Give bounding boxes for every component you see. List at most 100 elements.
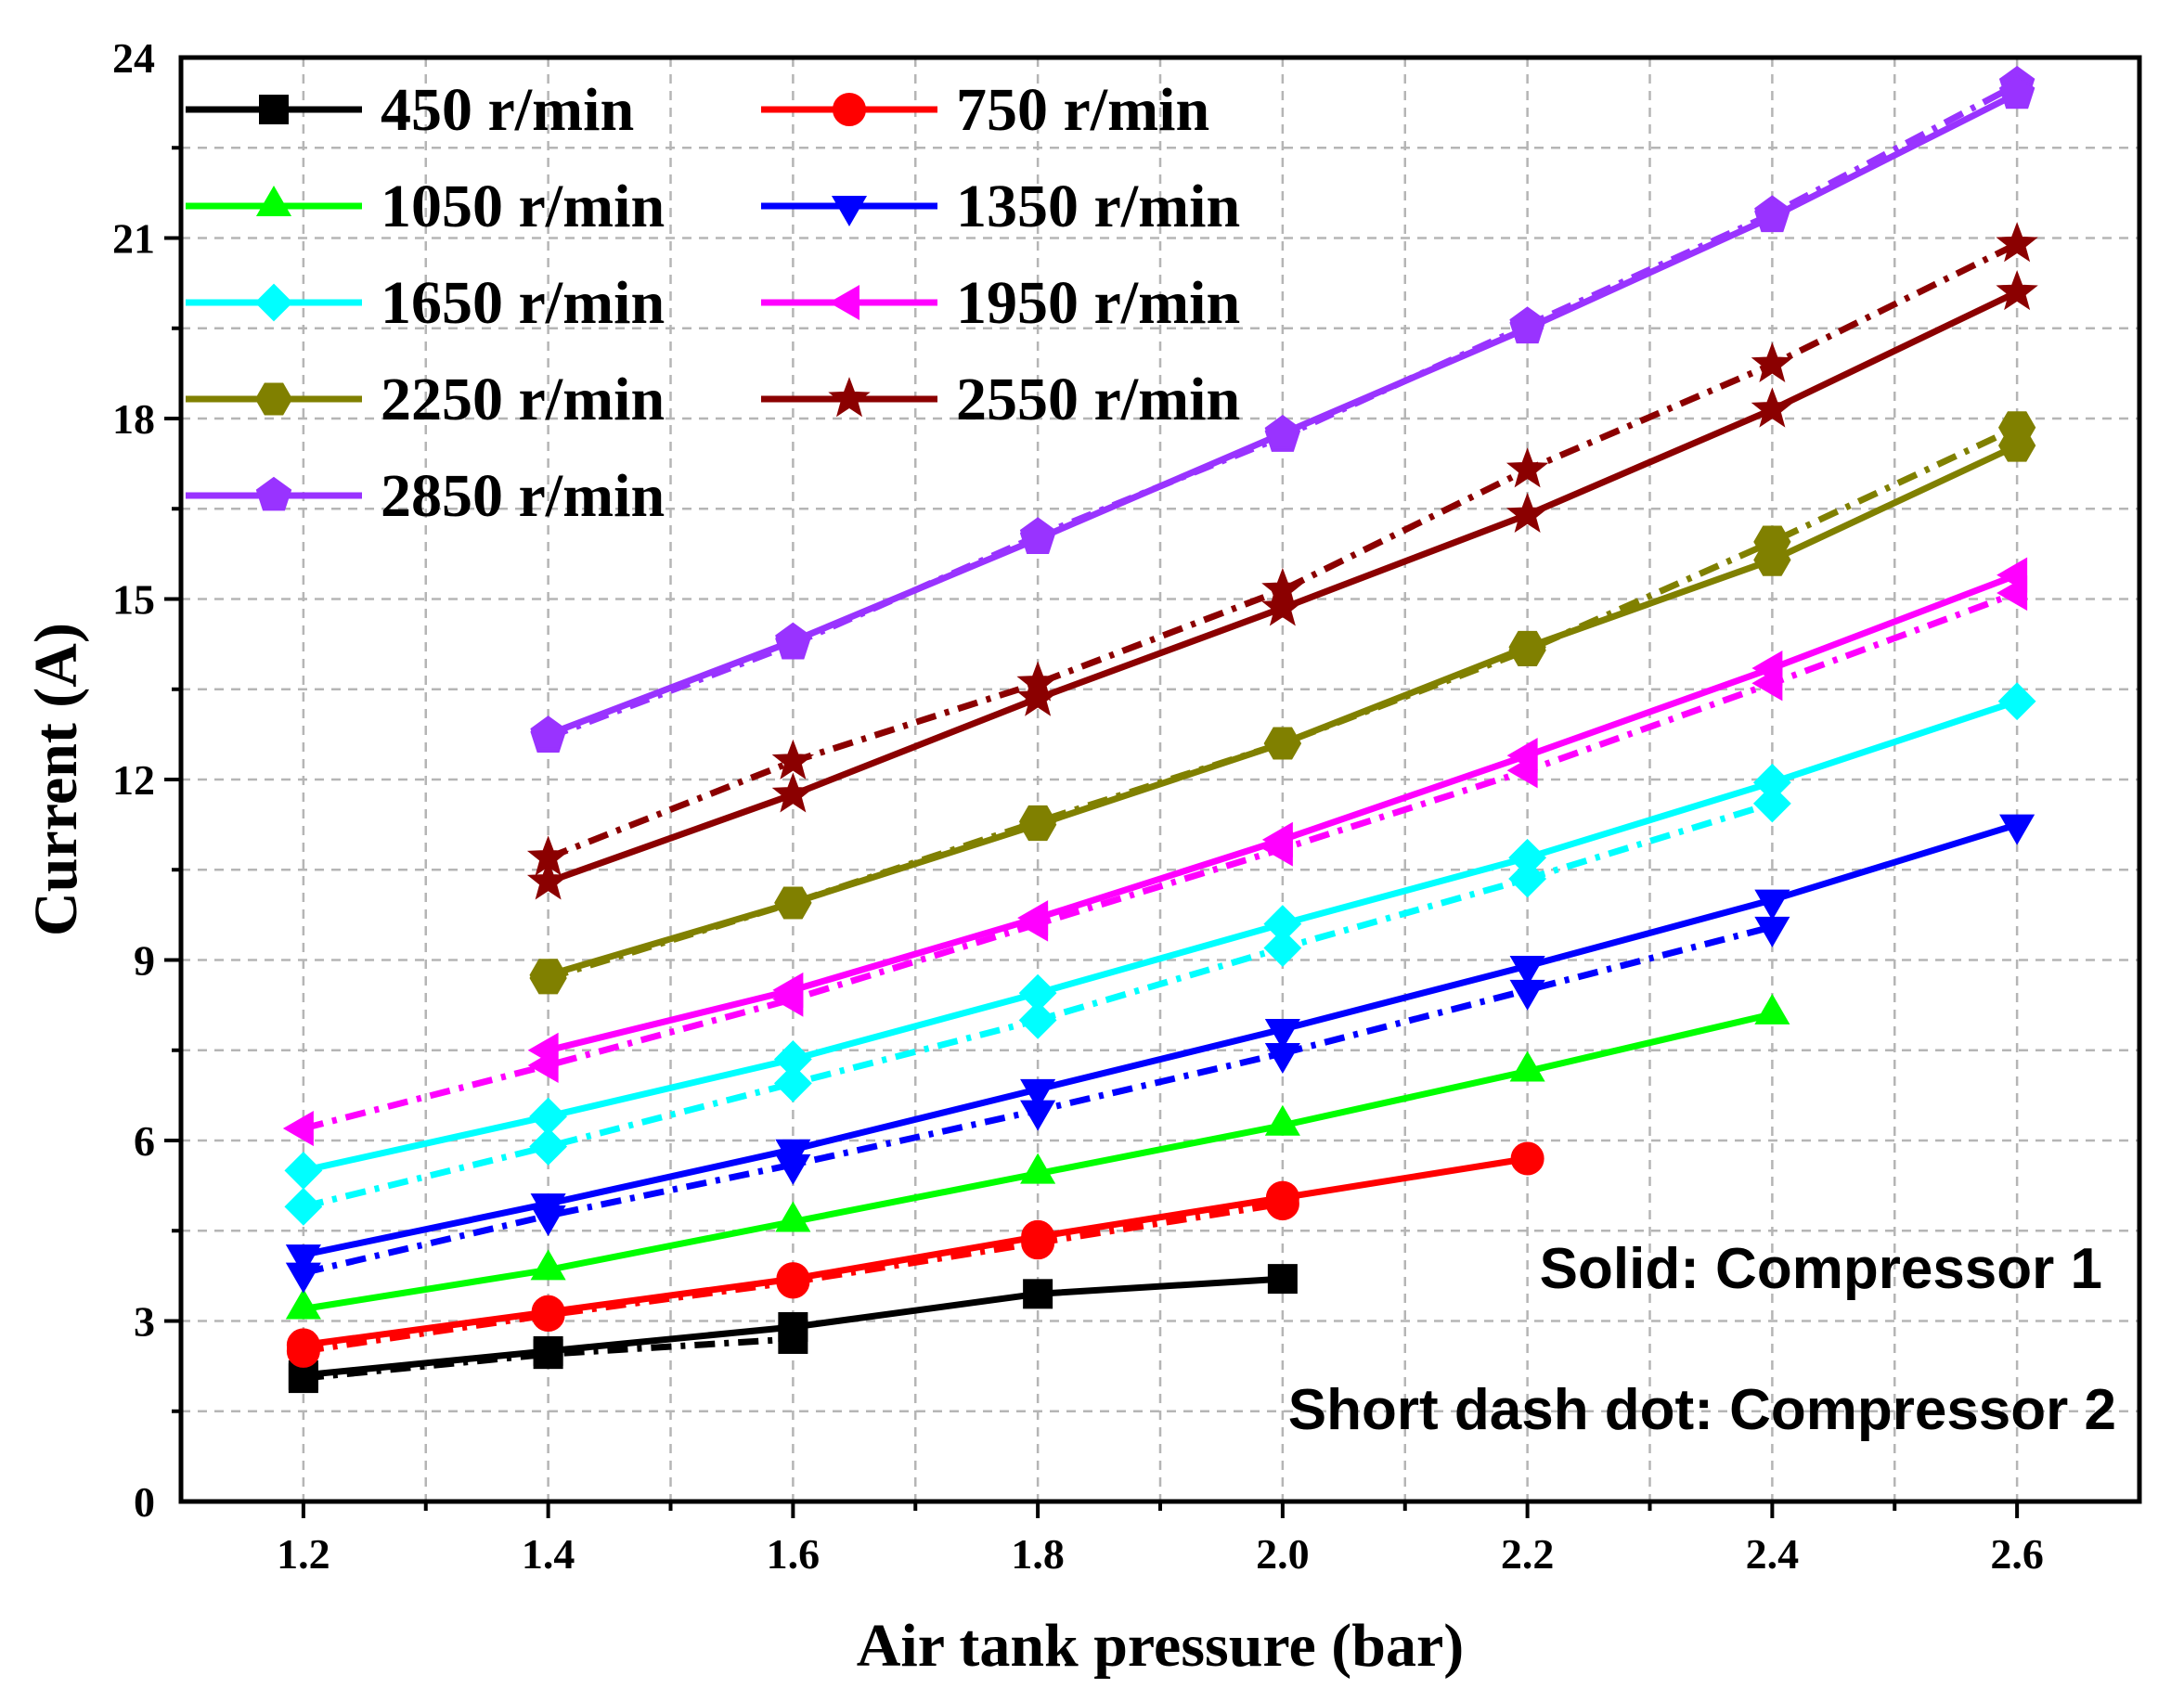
x-axis-title: Air tank pressure (bar) (857, 1612, 1465, 1680)
data-point-750-r-min-solid (286, 1328, 320, 1362)
y-tick-label: 12 (112, 756, 155, 804)
data-point-1050-r-min-solid (775, 1201, 811, 1232)
y-tick-label: 3 (134, 1298, 155, 1346)
data-point-1350-r-min-solid (530, 1193, 566, 1225)
data-point-2250-r-min-solid (1753, 543, 1791, 576)
data-point-2850-r-min-solid (775, 622, 811, 657)
legend-marker-1650-r-min (254, 283, 293, 322)
legend-marker-2550-r-min (828, 377, 871, 418)
y-axis-title: Current (A) (22, 623, 90, 936)
y-tick-label: 15 (112, 576, 155, 624)
data-point-1050-r-min-solid (1264, 1104, 1300, 1136)
data-point-750-r-min-solid (1510, 1141, 1544, 1176)
data-point-1350-r-min-solid (1999, 814, 2035, 845)
legend-label-1950-r-min: 1950 r/min (956, 269, 1240, 337)
legend-marker-1350-r-min (831, 196, 868, 227)
data-point-750-r-min-solid (531, 1295, 565, 1329)
x-tick-label: 1.6 (767, 1530, 821, 1578)
series-line-1650-r-min-solid (303, 698, 2019, 1174)
data-point-1650-r-min-dash-dot (1263, 929, 1302, 967)
data-point-2250-r-min-solid (529, 959, 567, 992)
data-point-1650-r-min-dash-dot (529, 1128, 568, 1166)
data-point-1950-r-min-dash-dot (282, 1110, 314, 1147)
y-tick-label: 24 (112, 34, 155, 82)
data-point-1050-r-min-solid (530, 1249, 566, 1281)
data-point-1650-r-min-solid (284, 1152, 323, 1190)
data-point-1650-r-min-solid (1997, 682, 2036, 721)
data-point-2850-r-min-solid (1019, 520, 1056, 555)
data-point-450-r-min-solid (533, 1335, 563, 1366)
data-point-2550-r-min-solid (1506, 492, 1549, 534)
data-point-1650-r-min-dash-dot (773, 1063, 812, 1102)
data-point-2850-r-min-solid (530, 715, 566, 750)
series-line-750-r-min-solid (303, 1155, 1529, 1348)
series-line-450-r-min-dash-dot (303, 1335, 794, 1382)
data-point-1950-r-min-solid (527, 1032, 559, 1068)
legend-marker-2250-r-min (254, 382, 293, 416)
data-point-2550-r-min-solid (526, 859, 570, 900)
data-point-1350-r-min-solid (1020, 1078, 1056, 1110)
data-point-1650-r-min-solid (1752, 763, 1791, 802)
data-point-1350-r-min-solid (1509, 955, 1545, 986)
annotation-dash-dot: Short dash dot: Compressor 2 (1288, 1378, 2116, 1442)
legend-label-1650-r-min: 1650 r/min (381, 269, 665, 337)
data-point-1650-r-min-solid (1263, 905, 1302, 944)
legend-label-1350-r-min: 1350 r/min (956, 173, 1240, 240)
y-tick-label: 18 (112, 395, 155, 443)
data-point-1950-r-min-solid (1997, 557, 2028, 593)
x-tick-label: 1.8 (1011, 1530, 1065, 1578)
x-tick-label: 2.2 (1501, 1530, 1555, 1578)
series-line-1350-r-min-solid (303, 821, 2019, 1258)
x-tick-label: 1.4 (522, 1530, 575, 1578)
legend-label-450-r-min: 450 r/min (381, 76, 634, 144)
data-point-1650-r-min-solid (1018, 973, 1057, 1012)
data-point-1650-r-min-dash-dot (284, 1187, 323, 1226)
data-point-750-r-min-solid (1021, 1219, 1055, 1254)
data-point-1050-r-min-solid (285, 1288, 321, 1320)
data-point-2550-r-min-solid (771, 772, 815, 813)
x-tick-label: 1.2 (277, 1530, 330, 1578)
data-point-2850-r-min-solid (1998, 74, 2035, 110)
data-point-2850-r-min-solid (1264, 414, 1301, 449)
data-point-750-r-min-solid (776, 1262, 810, 1296)
data-point-450-r-min-solid (1023, 1279, 1053, 1309)
data-point-2550-r-min-dash-dot (1996, 222, 2038, 263)
legend-label-1050-r-min: 1050 r/min (381, 173, 665, 240)
data-point-2250-r-min-solid (1997, 429, 2036, 462)
legend-label-2550-r-min: 2550 r/min (956, 366, 1240, 433)
data-point-1650-r-min-solid (529, 1097, 568, 1136)
data-point-2550-r-min-solid (1261, 586, 1304, 626)
y-tick-label: 6 (134, 1117, 155, 1165)
y-tick-label: 0 (134, 1478, 155, 1526)
data-point-2550-r-min-dash-dot (771, 739, 815, 780)
data-point-1650-r-min-dash-dot (1018, 1000, 1057, 1039)
series-line-1950-r-min-dash-dot (303, 589, 2019, 1132)
data-point-1350-r-min-solid (285, 1244, 321, 1276)
data-point-450-r-min-solid (778, 1311, 808, 1342)
data-point-750-r-min-solid (1265, 1180, 1299, 1215)
data-point-1950-r-min-solid (1751, 651, 1783, 687)
data-point-2850-r-min-solid (1509, 309, 1545, 344)
legend-label-750-r-min: 750 r/min (956, 76, 1209, 144)
data-point-1050-r-min-solid (1509, 1050, 1545, 1082)
series-markers (282, 65, 2038, 1394)
data-point-2250-r-min-solid (1508, 630, 1546, 664)
legend-label-2250-r-min: 2250 r/min (381, 366, 665, 433)
data-point-1650-r-min-dash-dot (1752, 784, 1791, 823)
legend-marker-450-r-min (259, 95, 289, 124)
data-point-1950-r-min-solid (1017, 900, 1049, 936)
legend-marker-750-r-min (833, 93, 866, 126)
data-point-2250-r-min-solid (1263, 727, 1302, 760)
legend-marker-2850-r-min (255, 476, 292, 511)
data-point-2550-r-min-solid (1751, 387, 1794, 428)
x-tick-label: 2.6 (1990, 1530, 2044, 1578)
data-point-1350-r-min-solid (1264, 1019, 1300, 1050)
legend-marker-1050-r-min (255, 185, 292, 216)
data-point-1350-r-min-solid (1754, 889, 1790, 921)
data-point-2550-r-min-dash-dot (1751, 341, 1794, 382)
data-point-2250-r-min-solid (1018, 808, 1057, 842)
y-tick-label: 9 (134, 937, 155, 985)
tick-labels: 0 3 6 9 12 15 18 21 24 1.2 1.4 1.6 1.8 2.0 2.2 2.4 2.6 (112, 34, 2044, 1578)
